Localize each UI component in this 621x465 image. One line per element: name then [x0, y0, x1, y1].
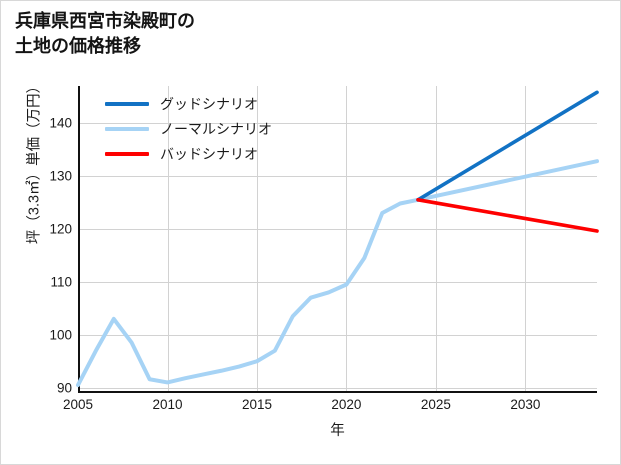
legend-item[interactable]: グッドシナリオ [105, 91, 320, 116]
x-tick-label: 2005 [62, 397, 94, 412]
chart-legend: グッドシナリオ ノーマルシナリオ バッドシナリオ [105, 91, 320, 166]
x-axis-ticks: 2005 2010 2015 2020 2025 2030 [63, 397, 597, 417]
legend-color-swatch [105, 151, 149, 156]
gridline-vertical [525, 86, 527, 393]
y-tick-label: 110 [50, 274, 72, 290]
series-lines [76, 90, 599, 388]
y-tick-label: 130 [49, 168, 72, 184]
plot-area [76, 86, 599, 393]
legend-item-label: ノーマルシナリオ [160, 120, 272, 137]
y-tick-label: 140 [49, 115, 72, 131]
x-tick-label: 2030 [510, 397, 541, 412]
y-axis-ticks: 90 100 110 120 130 140 [9, 86, 72, 396]
legend-color-swatch [105, 126, 149, 131]
gridline-horizontal [78, 228, 597, 230]
gridline-vertical [257, 86, 258, 393]
x-tick-label: 2020 [331, 397, 362, 412]
gridline-horizontal [78, 281, 597, 283]
legend-color-swatch [105, 101, 149, 106]
x-axis-label: 年 [330, 423, 345, 439]
y-tick-label: 120 [49, 221, 72, 237]
gridline-horizontal [78, 176, 597, 177]
series-line [416, 90, 599, 202]
legend-item[interactable]: バッドシナリオ [105, 141, 320, 166]
legend-item-label: バッドシナリオ [160, 145, 258, 162]
gridline-horizontal [78, 334, 597, 336]
legend-item[interactable]: ノーマルシナリオ [105, 116, 320, 141]
page-title: 兵庫県西宮市染殿町の 土地の価格推移 [15, 11, 195, 57]
x-tick-label: 2010 [152, 397, 183, 412]
legend-item-label: グッドシナリオ [160, 95, 258, 112]
y-tick-label: 90 [56, 380, 72, 396]
gridline-vertical [435, 86, 437, 393]
gridline-horizontal [78, 387, 597, 389]
gridline-horizontal [78, 123, 597, 125]
gridline-vertical [167, 86, 169, 393]
series-line [76, 159, 599, 388]
x-tick-label: 2015 [241, 397, 273, 412]
series-line [416, 198, 599, 233]
x-tick-label: 2025 [420, 397, 451, 412]
gridline-vertical [346, 86, 348, 393]
y-axis-label: 坪（3.3㎡）単価（万円） [26, 78, 43, 245]
y-tick-label: 100 [49, 327, 72, 343]
axis-spines [78, 86, 597, 393]
